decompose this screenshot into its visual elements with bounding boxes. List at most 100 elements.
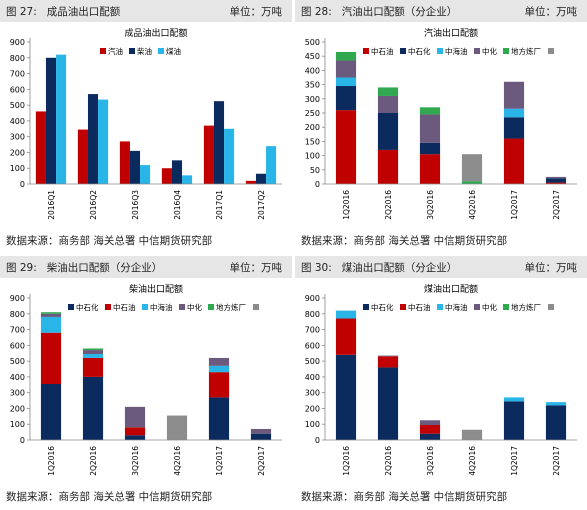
y-tick-label: 0 [20, 436, 25, 445]
bar-segment [335, 354, 357, 440]
bar-segment [503, 138, 525, 184]
bar-segment [545, 182, 567, 184]
bar-segment [124, 435, 146, 440]
legend-swatch [400, 304, 406, 310]
bar-segment [208, 365, 230, 373]
legend-swatch [474, 304, 480, 310]
figure-30-panel: 图 30: 煤油出口配额（分企业） 单位：万吨 煤油出口配额 0 100 200 300… [295, 256, 587, 510]
bar [255, 173, 267, 184]
figure-27-panel: 图 27: 成品油出口配额 单位：万吨 成品油出口配额 0 100 200 300 400… [0, 0, 292, 254]
bar-segment [419, 142, 441, 155]
legend-label: 中石油 [371, 46, 394, 56]
y-tick-label: 100 [305, 152, 320, 161]
y-tick-label: 700 [10, 326, 25, 335]
bar-segment [377, 113, 399, 150]
figure-header: 图 29: 柴油出口配额（分企业） 单位：万吨 [0, 256, 292, 278]
bar-segment [461, 154, 483, 182]
legend-label: 中海油 [445, 302, 468, 312]
y-tick-label: 300 [10, 389, 25, 398]
bar-segment [208, 357, 230, 366]
figure-title: 图 30: 煤油出口配额（分企业） [301, 262, 458, 274]
y-tick-label: 150 [305, 137, 320, 146]
bar-segment [124, 406, 146, 428]
bar-segment [40, 332, 62, 384]
bar-segment [545, 176, 567, 179]
legend-swatch [548, 304, 554, 310]
bar-segment [40, 312, 62, 314]
bar [140, 165, 151, 184]
y-tick-label: 0 [315, 436, 320, 445]
bar-segment [461, 429, 483, 440]
bar-segment [166, 415, 188, 440]
y-tick-label: 200 [10, 404, 25, 413]
bar-segment [419, 154, 441, 184]
legend-swatch [437, 304, 443, 310]
x-tick-label: 3Q2016 [131, 446, 140, 476]
bar-segment [419, 114, 441, 143]
y-tick-label: 500 [305, 357, 320, 366]
figure-title: 图 28: 汽油出口配额（分企业） [301, 6, 458, 18]
legend-label: 中石化 [408, 46, 431, 56]
bar-segment [419, 425, 441, 434]
y-tick-label: 700 [10, 70, 25, 79]
y-tick-label: 600 [10, 341, 25, 350]
diesel-stacked-chart: 柴油出口配额 0 100 200 300 400 500 600 700 800 900 1Q2016… [10, 283, 282, 476]
chart-title: 汽油出口配额 [424, 27, 478, 39]
bar-segment [82, 348, 104, 351]
x-tick-label: 2016Q2 [89, 190, 98, 220]
y-tick-label: 100 [10, 420, 25, 429]
legend-label: 中化 [482, 302, 497, 312]
y-tick-label: 0 [20, 180, 25, 189]
legend-swatch [105, 304, 111, 310]
x-tick-label: 4Q2016 [468, 446, 477, 476]
bar-segment [335, 310, 357, 319]
y-tick-label: 100 [10, 164, 25, 173]
legend-label: 地方炼厂 [216, 302, 246, 312]
y-tick-label: 200 [10, 148, 25, 157]
x-tick-label: 2Q2017 [257, 446, 266, 476]
x-tick-label: 2017Q1 [215, 190, 224, 220]
bar [77, 129, 88, 184]
data-source-note: 数据来源：商务部 海关总署 中信期货研究部 [6, 235, 213, 247]
chart-title: 柴油出口配额 [129, 283, 183, 295]
figure-28-panel: 图 28: 汽油出口配额（分企业） 单位：万吨 汽油出口配额 0 50 100 150 2… [295, 0, 587, 254]
bar-segment [461, 181, 483, 184]
bar [182, 175, 193, 184]
bar [45, 57, 57, 184]
bar-segment [335, 77, 357, 87]
legend-swatch [548, 48, 554, 54]
figure-title: 图 27: 成品油出口配额 [6, 6, 121, 18]
legend-swatch [208, 304, 214, 310]
bar-segment [335, 110, 357, 184]
bar [171, 160, 183, 184]
x-tick-label: 4Q2016 [468, 190, 477, 220]
bar-segment [377, 367, 399, 440]
legend-swatch [68, 304, 74, 310]
y-tick-label: 400 [10, 373, 25, 382]
x-tick-label: 2016Q1 [47, 190, 56, 220]
bar-segment [503, 81, 525, 109]
figure-title: 图 29: 柴油出口配额（分企业） [6, 262, 163, 274]
bar-segment [503, 401, 525, 440]
legend-swatch [158, 48, 164, 54]
data-source-note: 数据来源：商务部 海关总署 中信期货研究部 [301, 235, 508, 247]
x-tick-label: 2Q2016 [384, 446, 393, 476]
legend-swatch [400, 48, 406, 54]
bar-segment [335, 86, 357, 111]
legend-swatch [363, 48, 369, 54]
y-tick-label: 350 [305, 81, 320, 90]
chart-title: 成品油出口配额 [124, 27, 187, 39]
x-tick-label: 4Q2016 [173, 446, 182, 476]
legend-swatch [503, 48, 509, 54]
bar-segment [335, 318, 357, 355]
y-tick-label: 700 [305, 326, 320, 335]
bar [56, 54, 67, 184]
bar-segment [377, 87, 399, 96]
y-tick-label: 100 [305, 420, 320, 429]
bar-segment [377, 356, 399, 368]
bar-segment [377, 149, 399, 184]
legend-label: 地方炼厂 [511, 46, 541, 56]
bar-segment [40, 383, 62, 440]
bar-segment [40, 316, 62, 333]
legend-swatch [437, 48, 443, 54]
